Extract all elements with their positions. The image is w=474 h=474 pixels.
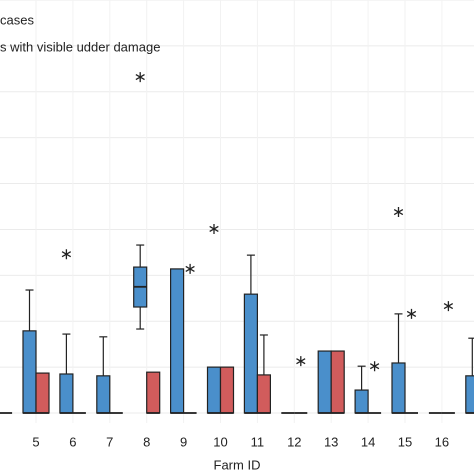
x-tick-label: 5 (32, 434, 39, 449)
x-tick-label: 8 (143, 434, 150, 449)
box (206, 366, 222, 414)
x-tick-label: 13 (324, 434, 338, 449)
box (22, 330, 37, 414)
x-tick-label: 15 (398, 434, 412, 449)
box (465, 375, 474, 414)
outlier (296, 356, 306, 367)
box (391, 362, 406, 414)
outlier (135, 72, 145, 83)
x-tick-label: 12 (287, 434, 301, 449)
outlier (393, 207, 404, 218)
outlier (61, 249, 72, 260)
x-tick-label: 9 (180, 434, 187, 449)
box (170, 268, 185, 414)
box (256, 374, 271, 414)
box (146, 371, 161, 414)
box (243, 293, 258, 414)
box (317, 350, 332, 414)
x-tick-label: 16 (435, 434, 449, 449)
box (59, 373, 74, 414)
outlier (443, 301, 454, 312)
x-tick-label: 10 (213, 434, 227, 449)
box (35, 372, 50, 414)
x-tick-label: 11 (251, 434, 265, 449)
outlier (406, 308, 417, 319)
box (354, 389, 369, 414)
box (330, 350, 345, 414)
outlier (209, 223, 219, 234)
x-tick-label: 7 (106, 434, 113, 449)
outlier (369, 361, 380, 372)
legend-label: cases (0, 12, 34, 27)
x-tick-label: 6 (69, 434, 76, 449)
outlier (185, 263, 195, 274)
legend-label: s with visible udder damage (0, 39, 160, 54)
x-tick-label: 14 (361, 434, 375, 449)
x-axis-label: Farm ID (214, 457, 261, 472)
box (96, 375, 111, 414)
box (219, 366, 235, 414)
